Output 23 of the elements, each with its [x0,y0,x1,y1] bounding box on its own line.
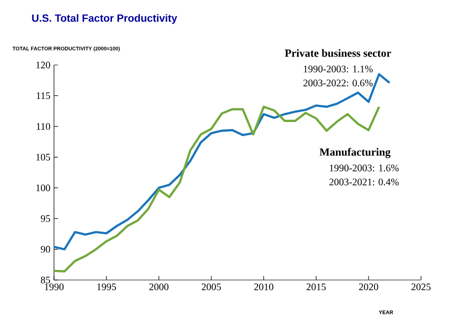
x-tick-label: 2005 [202,284,221,290]
x-tick-label: 1990 [44,284,64,290]
y-tick-label: 100 [36,184,50,192]
annotation: Manufacturing [320,148,391,158]
y-tick-label: 105 [36,154,50,160]
x-tick-label: 2010 [254,284,274,290]
text: Private business sector [284,49,392,57]
y-tick-label: 90 [40,246,50,253]
x-tick-label: 2020 [359,284,378,290]
x-tick-label: 2025 [411,284,431,290]
x-tick-label: 2015 [306,284,326,290]
x-tick-label: 1995 [97,284,116,290]
y-tick-label: 120 [36,62,50,68]
annotation: 2003-2021: 0.4% [329,178,399,186]
x-tick-label: 2000 [149,284,168,290]
chart-title: U.S. Total Factor Productivity [32,14,178,24]
annotation: 1990-2003: 1.6% [330,164,399,172]
annotation: 1990-2003: 1.1% [304,66,373,72]
annotation: 2003-2022: 0.6% [303,80,373,86]
y-tick-label: 95 [40,215,50,222]
y-tick-label: 115 [36,92,50,100]
y-tick-label: 85 [40,276,50,284]
y-tick-label: 110 [36,123,50,130]
